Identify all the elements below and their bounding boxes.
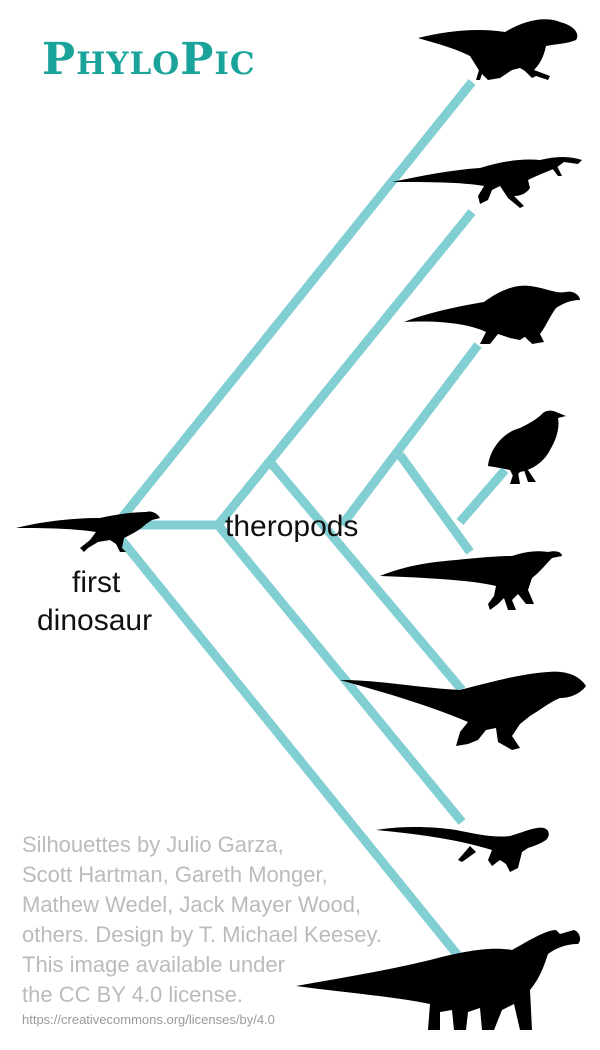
- credit-line-1: Silhouettes by Julio Garza,: [22, 832, 284, 857]
- branch-bird: [456, 467, 509, 525]
- branch-ornithischian: [116, 79, 476, 523]
- dinosaur-silhouettes: [16, 19, 586, 1030]
- therizinosaur-silhouette: [404, 285, 580, 344]
- hadrosaur-silhouette: [418, 19, 578, 80]
- bird-silhouette: [488, 410, 566, 484]
- branch-sauropod: [116, 535, 464, 961]
- branch-therizinosaur: [338, 342, 482, 528]
- credit-line-6: the CC BY 4.0 license.: [22, 982, 243, 1007]
- credit-line-4: others. Design by T. Michael Keesey.: [22, 922, 382, 947]
- label-theropods: theropods: [225, 510, 359, 543]
- phylopic-logo: PhyloPic: [42, 34, 256, 85]
- branch-small-theropod: [214, 522, 466, 825]
- tyrannosaur-silhouette: [340, 671, 586, 750]
- label-dinosaur: dinosaur: [37, 604, 153, 637]
- tree-branches: [116, 79, 509, 961]
- dromaeosaur-silhouette: [380, 551, 562, 610]
- spinosaur-silhouette: [392, 157, 582, 208]
- label-first: first: [72, 566, 121, 599]
- credit-line-5: This image available under: [22, 952, 285, 977]
- small-theropod-silhouette: [376, 827, 549, 872]
- sauropod-silhouette: [296, 930, 581, 1030]
- credit-line-2: Scott Hartman, Gareth Monger,: [22, 862, 328, 887]
- branch-spinosaur: [214, 209, 476, 528]
- license-url[interactable]: https://creativecommons.org/licenses/by/…: [22, 1012, 275, 1027]
- credit-line-3: Mathew Wedel, Jack Mayer Wood,: [22, 892, 362, 917]
- branch-dromaeosaur: [396, 452, 474, 555]
- branch-tyrannosaur-node: [266, 459, 466, 693]
- early-dinosaur-silhouette: [16, 511, 160, 552]
